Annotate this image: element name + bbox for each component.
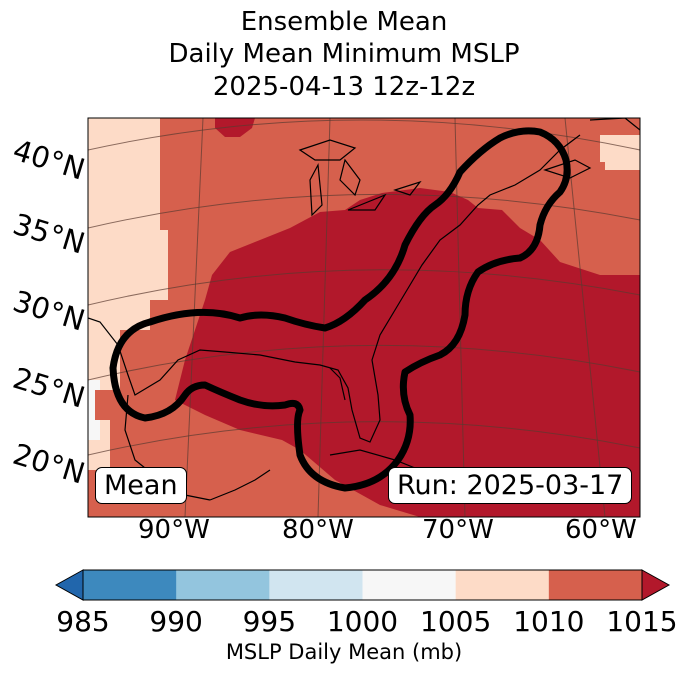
colorbar-frame (82, 569, 643, 601)
lon-label-60w: 60°W (565, 515, 637, 545)
colorbar-tick-995: 995 (242, 605, 297, 638)
colorbar-extend-high (641, 569, 671, 601)
meridian-90w (184, 118, 204, 517)
shade-above-1015-north (215, 118, 255, 137)
coast-cuba (329, 449, 421, 471)
colorbar-segment-995-1000 (269, 570, 363, 600)
meridian-60w (564, 118, 606, 517)
colorbar-tick-1000: 1000 (326, 605, 399, 638)
coast-newfoundland (589, 118, 640, 131)
lake-erie (347, 193, 387, 211)
colorbar-segment-990-995 (176, 570, 270, 600)
mean-label-box: Mean (95, 467, 187, 504)
title-line-2: Daily Mean Minimum MSLP (168, 39, 520, 69)
lon-label-80w: 80°W (282, 515, 354, 545)
colorbar-tick-1015: 1015 (606, 605, 678, 638)
colorbar-segment-985-990 (83, 570, 177, 600)
parallel-30n (88, 269, 640, 306)
lake-michigan (309, 162, 323, 217)
colorbar-segment-1000-1005 (362, 570, 457, 600)
lon-label-90w: 90°W (138, 515, 210, 545)
parallel-25n (88, 344, 640, 381)
parallel-35n (88, 193, 640, 229)
title-line-3: 2025-04-13 12z-12z (212, 72, 476, 102)
colorbar-tick-1010: 1010 (513, 605, 585, 638)
colorbar-segment-1010-1015 (548, 570, 643, 600)
map-frame (87, 117, 641, 518)
lake-ontario (393, 180, 422, 196)
meridian-80w (317, 118, 331, 517)
shade-above-1015 (175, 188, 640, 517)
lon-label-70w: 70°W (422, 515, 494, 545)
parallel-20n (88, 421, 640, 456)
colorbar-extend-low (54, 569, 84, 601)
contour-outline (109, 127, 571, 492)
graticule (88, 118, 640, 517)
colorbar-tick-985: 985 (56, 605, 110, 638)
coast-florida (329, 367, 346, 401)
parallel-40n (88, 119, 640, 151)
colorbar-label: MSLP Daily Mean (mb) (225, 640, 463, 664)
coast-gulf-and-atlantic (88, 134, 581, 443)
title-line-1: Ensemble Mean (240, 7, 448, 37)
colorbar-segment-1005-1010 (455, 570, 550, 600)
lake-superior (298, 139, 357, 161)
lake-huron (339, 158, 361, 197)
map-area (88, 118, 640, 517)
colorbar-tick-1005: 1005 (420, 605, 492, 638)
colorbar-tick-990: 990 (149, 605, 203, 638)
run-date-box: Run: 2025-03-17 (388, 467, 633, 504)
coast-yucatan (209, 469, 271, 501)
